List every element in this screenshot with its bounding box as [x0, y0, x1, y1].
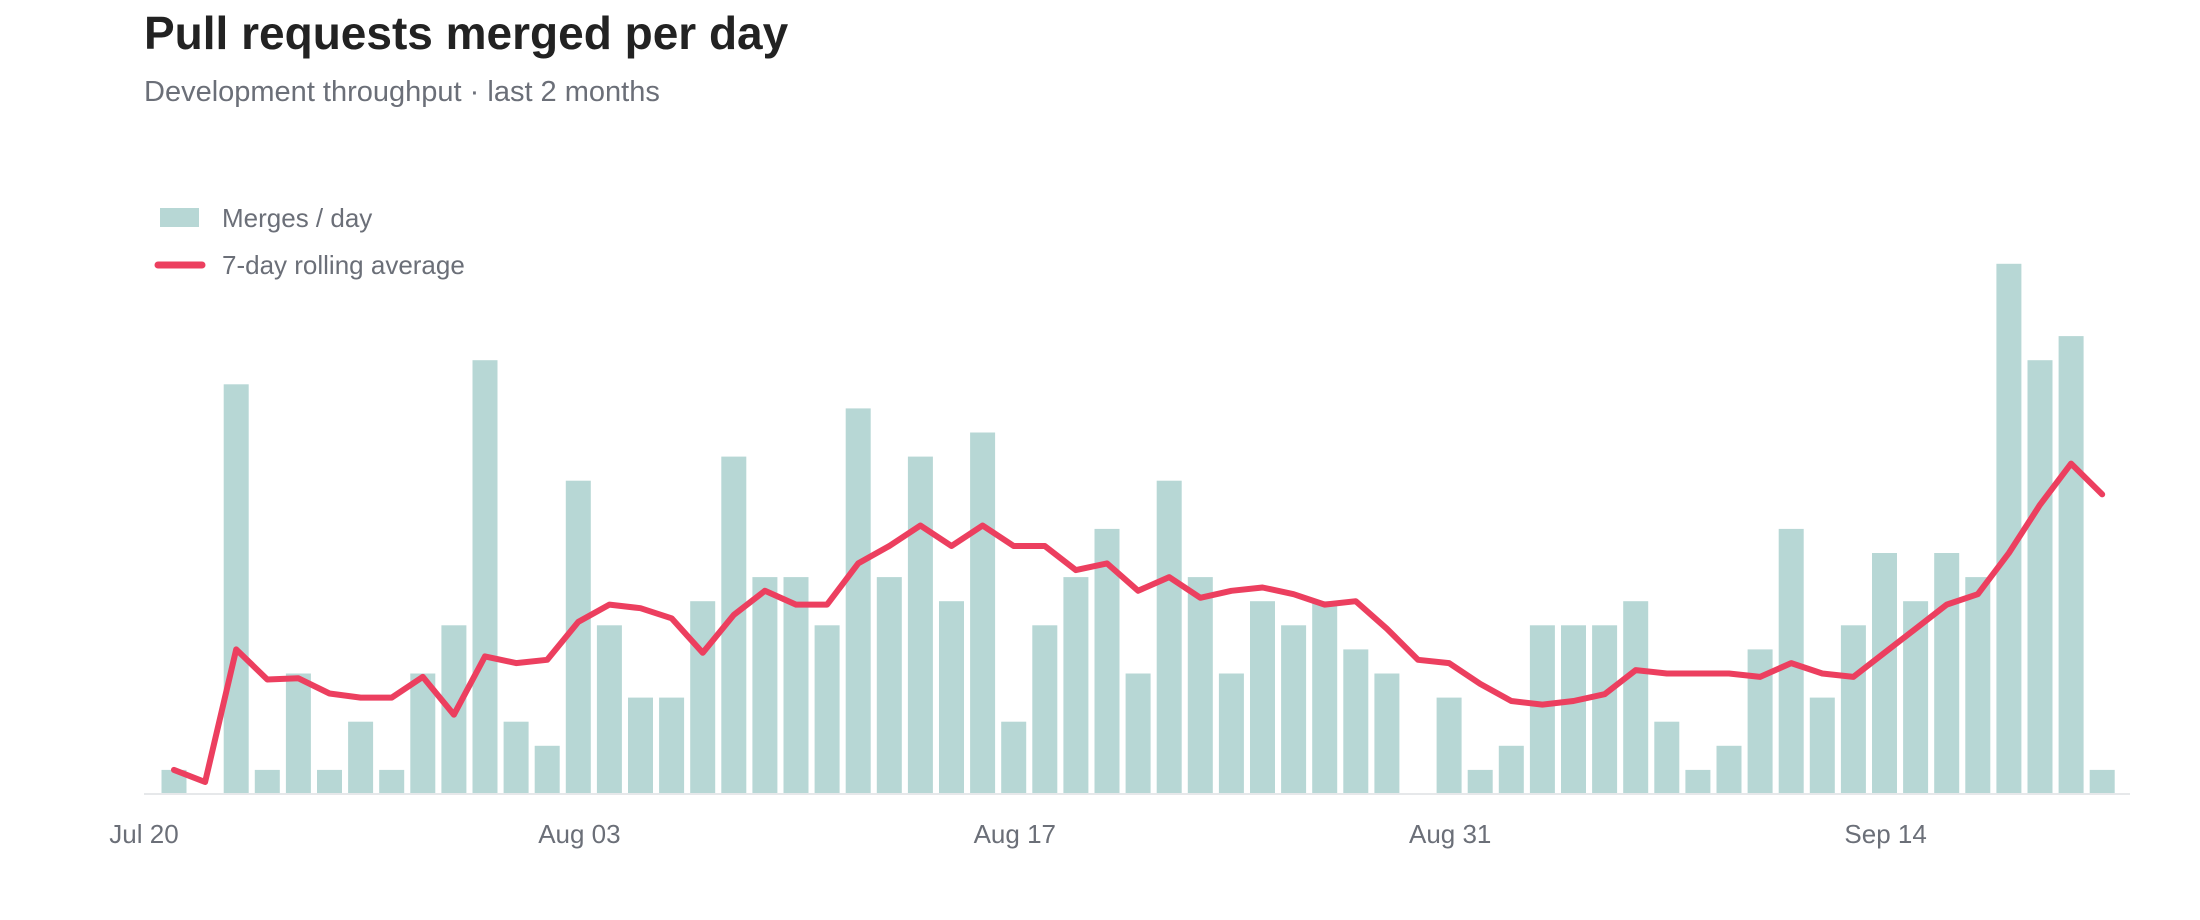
bar-day-63: [2089, 769, 2115, 794]
bar-day-40: [1374, 673, 1400, 794]
bar-day-42: [1436, 697, 1462, 794]
bar-day-22: [814, 625, 840, 794]
bar-day-26: [939, 601, 964, 794]
bar-day-34: [1187, 577, 1213, 794]
bar-day-17: [659, 697, 685, 794]
bar-day-49: [1654, 721, 1680, 794]
rolling-average-line: [171, 460, 2106, 785]
bar-day-55: [1840, 625, 1866, 794]
bar-day-62: [2058, 336, 2084, 794]
bar-day-32: [1125, 673, 1151, 794]
legend-swatch-merges: [160, 208, 199, 227]
bar-day-29: [1032, 625, 1058, 794]
legend: Merges / day 7-day rolling average: [154, 203, 465, 280]
chart-title: Pull requests merged per day: [144, 7, 789, 59]
bar-day-37: [1281, 625, 1307, 794]
bar-day-5: [285, 673, 311, 794]
bar-day-28: [1001, 721, 1027, 794]
bar-day-25: [907, 456, 933, 794]
bar-day-7: [348, 721, 374, 794]
bar-day-15: [596, 625, 622, 794]
bar-day-44: [1498, 745, 1524, 794]
bar-day-30: [1063, 577, 1089, 794]
bar-day-20: [752, 577, 778, 794]
bar-day-24: [876, 577, 902, 794]
bar-day-47: [1592, 625, 1618, 794]
bar-day-35: [1218, 673, 1244, 794]
bar-day-33: [1156, 480, 1182, 794]
bar-day-14: [565, 480, 591, 794]
rolling-average-layer: [171, 460, 2106, 785]
bar-day-56: [1872, 553, 1897, 794]
bar-day-60: [1996, 263, 2022, 794]
x-tick-label: Aug 31: [1409, 819, 1491, 849]
x-tick-label: Aug 03: [538, 819, 620, 849]
bar-day-36: [1250, 601, 1275, 794]
legend-label-rolling-average: 7-day rolling average: [222, 250, 465, 280]
x-tick-labels: Jul 20 Aug 03 Aug 17 Aug 31 Sep 14: [109, 819, 1926, 849]
bar-day-39: [1343, 649, 1369, 794]
bar-day-21: [783, 577, 809, 794]
bar-day-46: [1561, 625, 1586, 794]
bar-day-48: [1623, 601, 1649, 794]
bar-day-11: [472, 360, 498, 794]
bar-day-12: [503, 721, 529, 794]
x-tick-label: Sep 14: [1844, 819, 1926, 849]
bar-day-18: [690, 601, 716, 794]
bar-day-58: [1934, 553, 1960, 794]
bar-day-6: [317, 769, 342, 794]
bar-day-27: [970, 432, 996, 794]
x-tick-label: Jul 20: [109, 819, 178, 849]
bar-day-59: [1965, 577, 1991, 794]
bar-day-43: [1467, 769, 1493, 794]
legend-label-merges: Merges / day: [222, 203, 372, 233]
bar-day-9: [410, 673, 436, 794]
bar-day-16: [628, 697, 653, 794]
bar-day-54: [1809, 697, 1835, 794]
x-tick-label: Aug 17: [974, 819, 1056, 849]
bars-layer: [161, 263, 2115, 794]
bar-day-4: [254, 769, 280, 794]
bar-day-23: [845, 408, 871, 794]
bar-day-3: [223, 384, 249, 794]
bar-day-45: [1529, 625, 1555, 794]
bar-day-51: [1716, 745, 1742, 794]
bar-day-61: [2027, 360, 2053, 794]
chart-subtitle: Development throughput · last 2 months: [144, 76, 660, 108]
bar-day-8: [379, 769, 405, 794]
bar-day-38: [1312, 601, 1338, 794]
bar-day-13: [534, 745, 560, 794]
bar-day-50: [1685, 769, 1711, 794]
